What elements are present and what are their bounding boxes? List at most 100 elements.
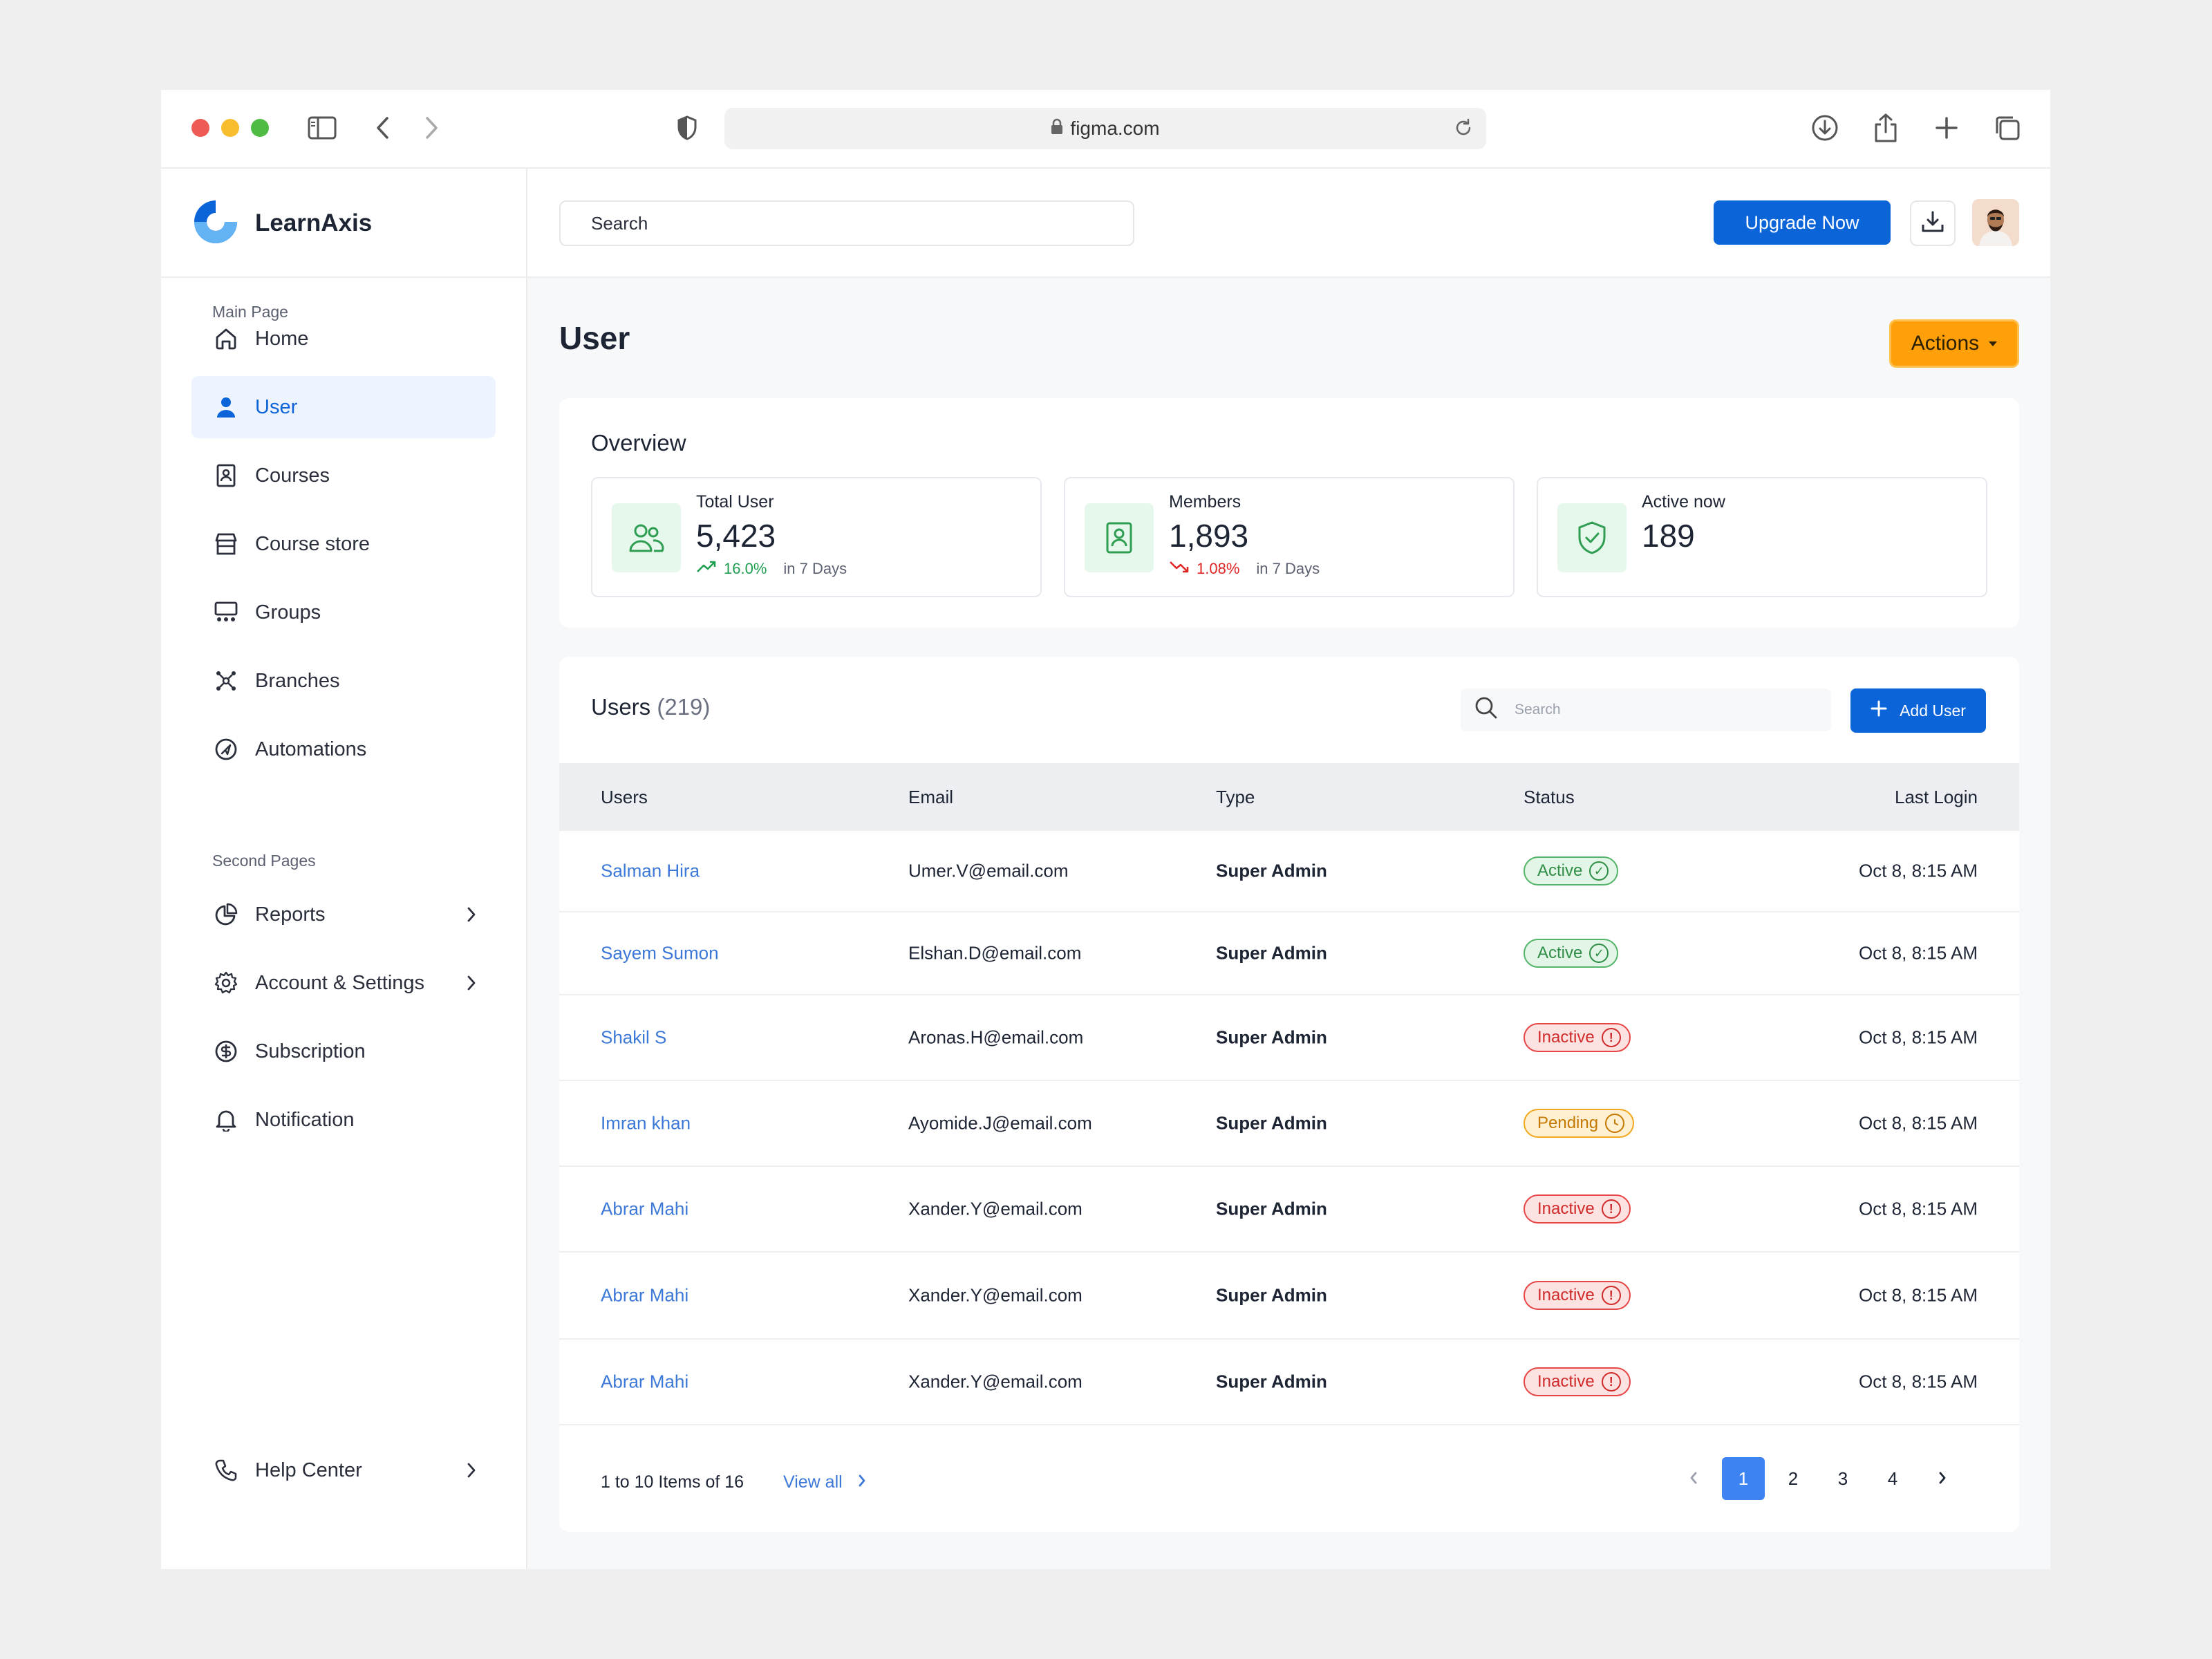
user-email: Ayomide.J@email.com bbox=[908, 1112, 1092, 1134]
previous-page-button[interactable] bbox=[1672, 1457, 1715, 1500]
brand[interactable]: LearnAxis bbox=[191, 199, 372, 247]
reload-icon[interactable] bbox=[1453, 118, 1474, 143]
caret-down-icon bbox=[1989, 341, 1998, 346]
last-login: Oct 8, 8:15 AM bbox=[1859, 1198, 1978, 1219]
download-circle-icon[interactable] bbox=[1808, 111, 1842, 145]
close-window-button[interactable] bbox=[191, 119, 209, 137]
back-icon[interactable] bbox=[366, 111, 400, 145]
status-badge: Inactive ! bbox=[1524, 1194, 1631, 1224]
sidebar-item-label: User bbox=[255, 395, 298, 418]
browser-window: figma.com LearnAx bbox=[161, 90, 2050, 1569]
tabs-overview-icon[interactable] bbox=[1990, 111, 2025, 145]
sidebar-item-label: Help Center bbox=[255, 1459, 362, 1481]
sidebar-item-home[interactable]: Home bbox=[191, 308, 496, 370]
alert-circle-icon: ! bbox=[1601, 1286, 1621, 1305]
sidebar-item-help-center[interactable]: Help Center bbox=[191, 1439, 496, 1501]
upgrade-now-button[interactable]: Upgrade Now bbox=[1714, 200, 1891, 245]
overview-title: Overview bbox=[591, 430, 686, 456]
browser-toolbar: figma.com bbox=[161, 90, 2050, 169]
user-name-link[interactable]: Salman Hira bbox=[601, 860, 700, 881]
page-button-3[interactable]: 3 bbox=[1837, 1468, 1848, 1489]
chevron-left-icon bbox=[1689, 1468, 1698, 1490]
users-search-input[interactable]: Search bbox=[1461, 688, 1831, 731]
user-email: Aronas.H@email.com bbox=[908, 1027, 1084, 1048]
user-name-link[interactable]: Imran khan bbox=[601, 1112, 691, 1134]
table-row[interactable]: Abrar Mahi Xander.Y@email.com Super Admi… bbox=[559, 1340, 2019, 1425]
column-header-status[interactable]: Status bbox=[1524, 787, 1575, 807]
user-name-link[interactable]: Abrar Mahi bbox=[601, 1284, 689, 1306]
sidebar-item-user[interactable]: User bbox=[191, 376, 496, 438]
view-all-link[interactable]: View all bbox=[783, 1472, 866, 1492]
sidebar-item-branches[interactable]: Branches bbox=[191, 650, 496, 712]
column-header-email[interactable]: Email bbox=[908, 787, 954, 807]
status-label: Inactive bbox=[1537, 1372, 1595, 1391]
sidebar: LearnAxis Main Page Home User Courses bbox=[161, 169, 527, 1569]
sidebar-item-groups[interactable]: Groups bbox=[191, 581, 496, 644]
sidebar-item-automations[interactable]: Automations bbox=[191, 718, 496, 780]
page-button-1[interactable]: 1 bbox=[1722, 1457, 1765, 1500]
sidebar-item-course-store[interactable]: Course store bbox=[191, 513, 496, 575]
status-label: Active bbox=[1537, 944, 1583, 962]
user-name-link[interactable]: Sayem Sumon bbox=[601, 942, 719, 964]
maximize-window-button[interactable] bbox=[251, 119, 269, 137]
stat-trend: 1.08% in 7 Days bbox=[1169, 560, 1320, 578]
user-name-link[interactable]: Shakil S bbox=[601, 1027, 667, 1048]
column-header-last-login[interactable]: Last Login bbox=[1895, 787, 1978, 807]
main-content: Search Upgrade Now User bbox=[527, 169, 2050, 1569]
stat-trend: 16.0% in 7 Days bbox=[696, 560, 847, 578]
dollar-icon bbox=[212, 1038, 240, 1065]
download-button[interactable] bbox=[1910, 200, 1956, 246]
sidebar-item-label: Subscription bbox=[255, 1040, 366, 1062]
search-input[interactable]: Search bbox=[559, 200, 1134, 246]
add-user-button[interactable]: Add User bbox=[1850, 688, 1986, 733]
lock-icon bbox=[1051, 118, 1063, 140]
table-row[interactable]: Abrar Mahi Xander.Y@email.com Super Admi… bbox=[559, 1253, 2019, 1340]
column-header-type[interactable]: Type bbox=[1216, 787, 1255, 807]
section-label-second: Second Pages bbox=[212, 852, 316, 870]
actions-dropdown-button[interactable]: Actions bbox=[1889, 319, 2019, 368]
pagination-info: 1 to 10 Items of 16 bbox=[601, 1472, 744, 1492]
view-all-label: View all bbox=[783, 1472, 843, 1492]
minimize-window-button[interactable] bbox=[221, 119, 239, 137]
sidebar-item-label: Branches bbox=[255, 669, 340, 692]
table-row[interactable]: Shakil S Aronas.H@email.com Super Admin … bbox=[559, 995, 2019, 1081]
last-login: Oct 8, 8:15 AM bbox=[1859, 942, 1978, 964]
table-row[interactable]: Abrar Mahi Xander.Y@email.com Super Admi… bbox=[559, 1167, 2019, 1253]
sidebar-item-courses[interactable]: Courses bbox=[191, 444, 496, 507]
table-row[interactable]: Salman Hira Umer.V@email.com Super Admin… bbox=[559, 831, 2019, 912]
user-name-link[interactable]: Abrar Mahi bbox=[601, 1198, 689, 1219]
user-type: Super Admin bbox=[1216, 1371, 1327, 1392]
avatar[interactable] bbox=[1972, 199, 2019, 246]
column-header-users[interactable]: Users bbox=[601, 787, 648, 807]
next-page-button[interactable] bbox=[1921, 1457, 1964, 1500]
actions-label: Actions bbox=[1911, 332, 1980, 355]
address-bar[interactable]: figma.com bbox=[724, 108, 1486, 149]
user-email: Xander.Y@email.com bbox=[908, 1371, 1082, 1392]
table-row[interactable]: Sayem Sumon Elshan.D@email.com Super Adm… bbox=[559, 912, 2019, 995]
trend-period: in 7 Days bbox=[1256, 560, 1320, 577]
page-button-2[interactable]: 2 bbox=[1788, 1468, 1799, 1489]
sidebar-item-account-settings[interactable]: Account & Settings bbox=[191, 952, 496, 1014]
forward-icon[interactable] bbox=[414, 111, 449, 145]
shield-icon[interactable] bbox=[670, 111, 704, 145]
page-button-4[interactable]: 4 bbox=[1887, 1468, 1898, 1489]
alert-circle-icon: ! bbox=[1601, 1199, 1621, 1219]
last-login: Oct 8, 8:15 AM bbox=[1859, 860, 1978, 881]
reports-icon bbox=[212, 901, 240, 928]
share-icon[interactable] bbox=[1868, 111, 1903, 145]
logo-icon bbox=[191, 198, 240, 250]
users-search-placeholder: Search bbox=[1515, 702, 1561, 718]
sidebar-toggle-icon[interactable] bbox=[305, 111, 339, 145]
user-name-link[interactable]: Abrar Mahi bbox=[601, 1371, 689, 1392]
new-tab-icon[interactable] bbox=[1929, 111, 1964, 145]
table-row[interactable]: Imran khan Ayomide.J@email.com Super Adm… bbox=[559, 1081, 2019, 1167]
sidebar-item-reports[interactable]: Reports bbox=[191, 883, 496, 946]
sidebar-item-notification[interactable]: Notification bbox=[191, 1089, 496, 1151]
branches-icon bbox=[212, 667, 240, 695]
stat-label: Total User bbox=[696, 492, 774, 512]
sidebar-item-label: Groups bbox=[255, 601, 321, 624]
users-count: (219) bbox=[657, 694, 711, 720]
chevron-right-icon bbox=[467, 974, 476, 997]
chevron-right-icon bbox=[467, 906, 476, 928]
sidebar-item-subscription[interactable]: Subscription bbox=[191, 1020, 496, 1082]
